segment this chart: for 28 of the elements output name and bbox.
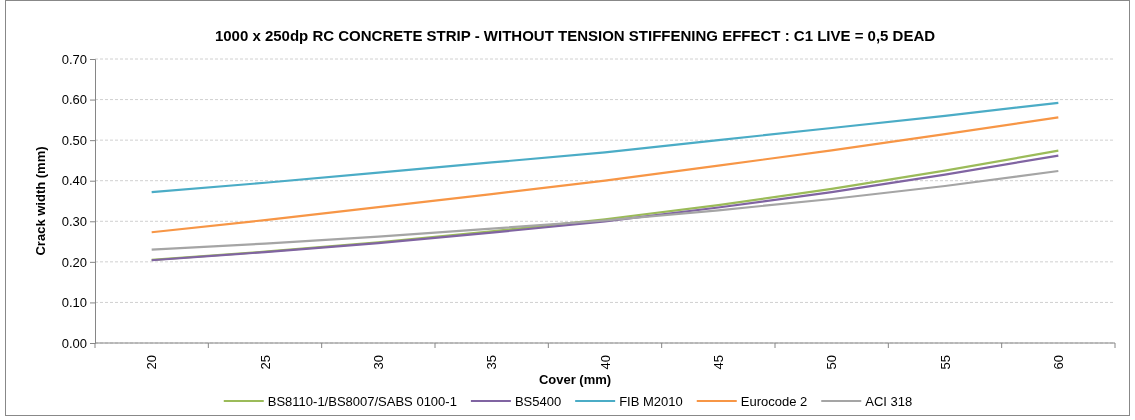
y-tick-label: 0.50 <box>61 132 87 148</box>
x-tick-label: 50 <box>824 355 840 370</box>
y-axis-title: Crack width (mm) <box>33 146 48 256</box>
x-tick-label: 40 <box>597 355 613 370</box>
legend-label: BS8110-1/BS8007/SABS 0100-1 <box>267 393 457 409</box>
chart-title: 1000 x 250dp RC CONCRETE STRIP - WITHOUT TENSION STIFFENING EFFECT : C1 LIVE = 0,5 DEAD <box>214 27 936 44</box>
y-tick-label: 0.70 <box>61 51 87 67</box>
y-tick-label: 0.00 <box>61 335 87 351</box>
y-tick-label: 0.30 <box>61 213 87 229</box>
x-tick-label: 55 <box>937 355 953 370</box>
legend-label: FIB M2010 <box>619 393 683 409</box>
x-tick-label: 45 <box>710 355 726 370</box>
legend-label: BS5400 <box>514 393 562 409</box>
y-tick-label: 0.40 <box>61 173 87 189</box>
legend-label: ACI 318 <box>865 393 913 409</box>
line-series <box>150 169 1060 251</box>
legend-label: Eurocode 2 <box>740 393 808 409</box>
x-tick-label: 60 <box>1050 355 1066 370</box>
y-tick-label: 0.20 <box>61 254 87 270</box>
x-tick-label: 20 <box>144 355 160 370</box>
x-tick-label: 30 <box>370 355 386 370</box>
y-tick-label: 0.60 <box>61 92 87 108</box>
line-series <box>150 116 1060 234</box>
line-series <box>150 101 1060 194</box>
y-tick-label: 0.10 <box>61 295 87 311</box>
x-tick-label: 25 <box>257 355 273 370</box>
x-tick-label: 35 <box>484 355 500 370</box>
x-axis-title: Cover (mm) <box>538 372 612 387</box>
